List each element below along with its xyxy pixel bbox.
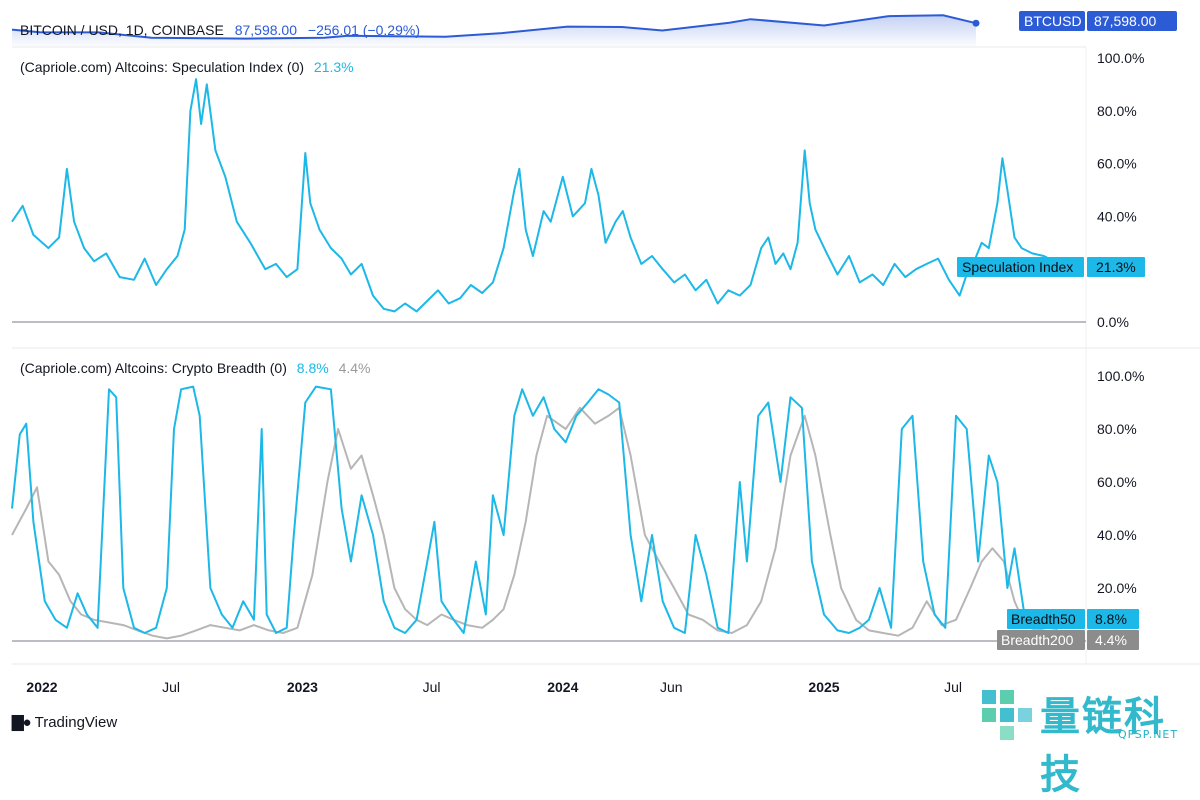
speculation-value-tag [1087,257,1145,277]
breadth-legend: (Capriole.com) Altcoins: Crypto Breadth … [20,360,374,376]
breadth-y-tick-label: 80.0% [1097,421,1137,437]
x-tick-label: 2025 [808,679,839,695]
btc-price-area [12,15,976,47]
btc-last-price-dot [972,19,980,27]
x-tick-label: Jun [660,679,683,695]
x-tick-label: Jul [944,679,962,695]
breadth200-name-tag-text: Breadth200 [1001,632,1074,648]
breadth-legend-title: (Capriole.com) Altcoins: Crypto Breadth … [20,360,287,376]
speculation-y-axis: 100.0% 80.0% 60.0% 40.0% 0.0% [1097,50,1144,330]
speculation-name-tag-text: Speculation Index [962,259,1073,275]
speculation-y-tick-label: 40.0% [1097,208,1137,224]
btc-legend-change: −256.01 (−0.29%) [307,22,420,38]
speculation-index-line [11,78,1055,313]
breadth50-line [11,385,1059,634]
btc-price-tag-text: 87,598.00 [1094,13,1156,29]
breadth200-line [11,406,1059,640]
breadth50-name-tag [1007,609,1085,629]
breadth-y-tick-label: 20.0% [1097,580,1137,596]
speculation-value-tag-text: 21.3% [1096,259,1136,275]
btc-symbol-tag [1019,11,1085,31]
speculation-index-pane[interactable]: 100.0% 80.0% 60.0% 40.0% 0.0% Speculation In… [11,50,1145,330]
tradingview-logo[interactable]: ▇● TradingView [12,713,118,732]
breadth200-value-tag-text: 4.4% [1095,632,1127,648]
breadth-y-axis: 100.0% 80.0% 60.0% 40.0% 20.0% [1097,368,1144,596]
breadth50-name-tag-text: Breadth50 [1011,611,1076,627]
speculation-legend: (Capriole.com) Altcoins: Speculation Ind… [20,59,357,75]
breadth50-legend-value: 8.8% [296,360,329,376]
btc-legend: BITCOIN / USD, 1D, COINBASE 87,598.00 −2… [20,22,423,38]
chart-canvas[interactable]: BTCUSD 87,598.00 100.0% 80.0% 60.0% 40.0% 0.… [0,0,1200,744]
btc-price-line [11,14,977,40]
breadth-y-tick-label: 40.0% [1097,527,1137,543]
watermark-text: 量链科技 [1040,694,1166,798]
time-axis[interactable]: 2022 Jul 2023 Jul 2024 Jun 2025 Jul [26,679,962,695]
speculation-y-tick-label: 60.0% [1097,156,1137,172]
watermark: 量链科技 QFSP.NET [978,684,1198,798]
breadth-y-tick-label: 100.0% [1097,368,1144,384]
btc-symbol-tag-text: BTCUSD [1024,13,1082,29]
breadth50-value-tag [1087,609,1139,629]
breadth200-name-tag [997,630,1085,650]
x-tick-label: Jul [423,679,441,695]
speculation-y-tick-label: 80.0% [1097,103,1137,119]
breadth200-value-tag [1087,630,1139,650]
speculation-y-tick-label: 0.0% [1097,314,1129,330]
speculation-legend-title: (Capriole.com) Altcoins: Speculation Ind… [20,59,305,75]
btc-price-pane[interactable]: BTCUSD 87,598.00 [11,11,1177,47]
tradingview-mark-icon: ▇● [12,714,32,731]
breadth50-value-tag-text: 8.8% [1095,611,1127,627]
breadth200-legend-value: 4.4% [338,360,371,376]
btc-price-tag [1087,11,1177,31]
tradingview-logo-text: TradingView [34,713,118,731]
breadth-y-tick-label: 60.0% [1097,474,1137,490]
x-tick-label: Jul [162,679,180,695]
x-tick-label: 2023 [287,679,318,695]
speculation-legend-value: 21.3% [313,59,354,75]
x-tick-label: 2022 [26,679,57,695]
speculation-y-tick-label: 100.0% [1097,50,1144,66]
watermark-logo-icon [982,690,1032,740]
btc-legend-price: 87,598.00 [234,22,298,38]
crypto-breadth-pane[interactable]: 100.0% 80.0% 60.0% 40.0% 20.0% Breadth50 8.8… [11,368,1144,650]
btc-legend-symbol: BITCOIN / USD, 1D, COINBASE [20,22,224,38]
speculation-name-tag [957,257,1084,277]
watermark-subtext: QFSP.NET [1118,728,1179,741]
x-tick-label: 2024 [547,679,578,695]
